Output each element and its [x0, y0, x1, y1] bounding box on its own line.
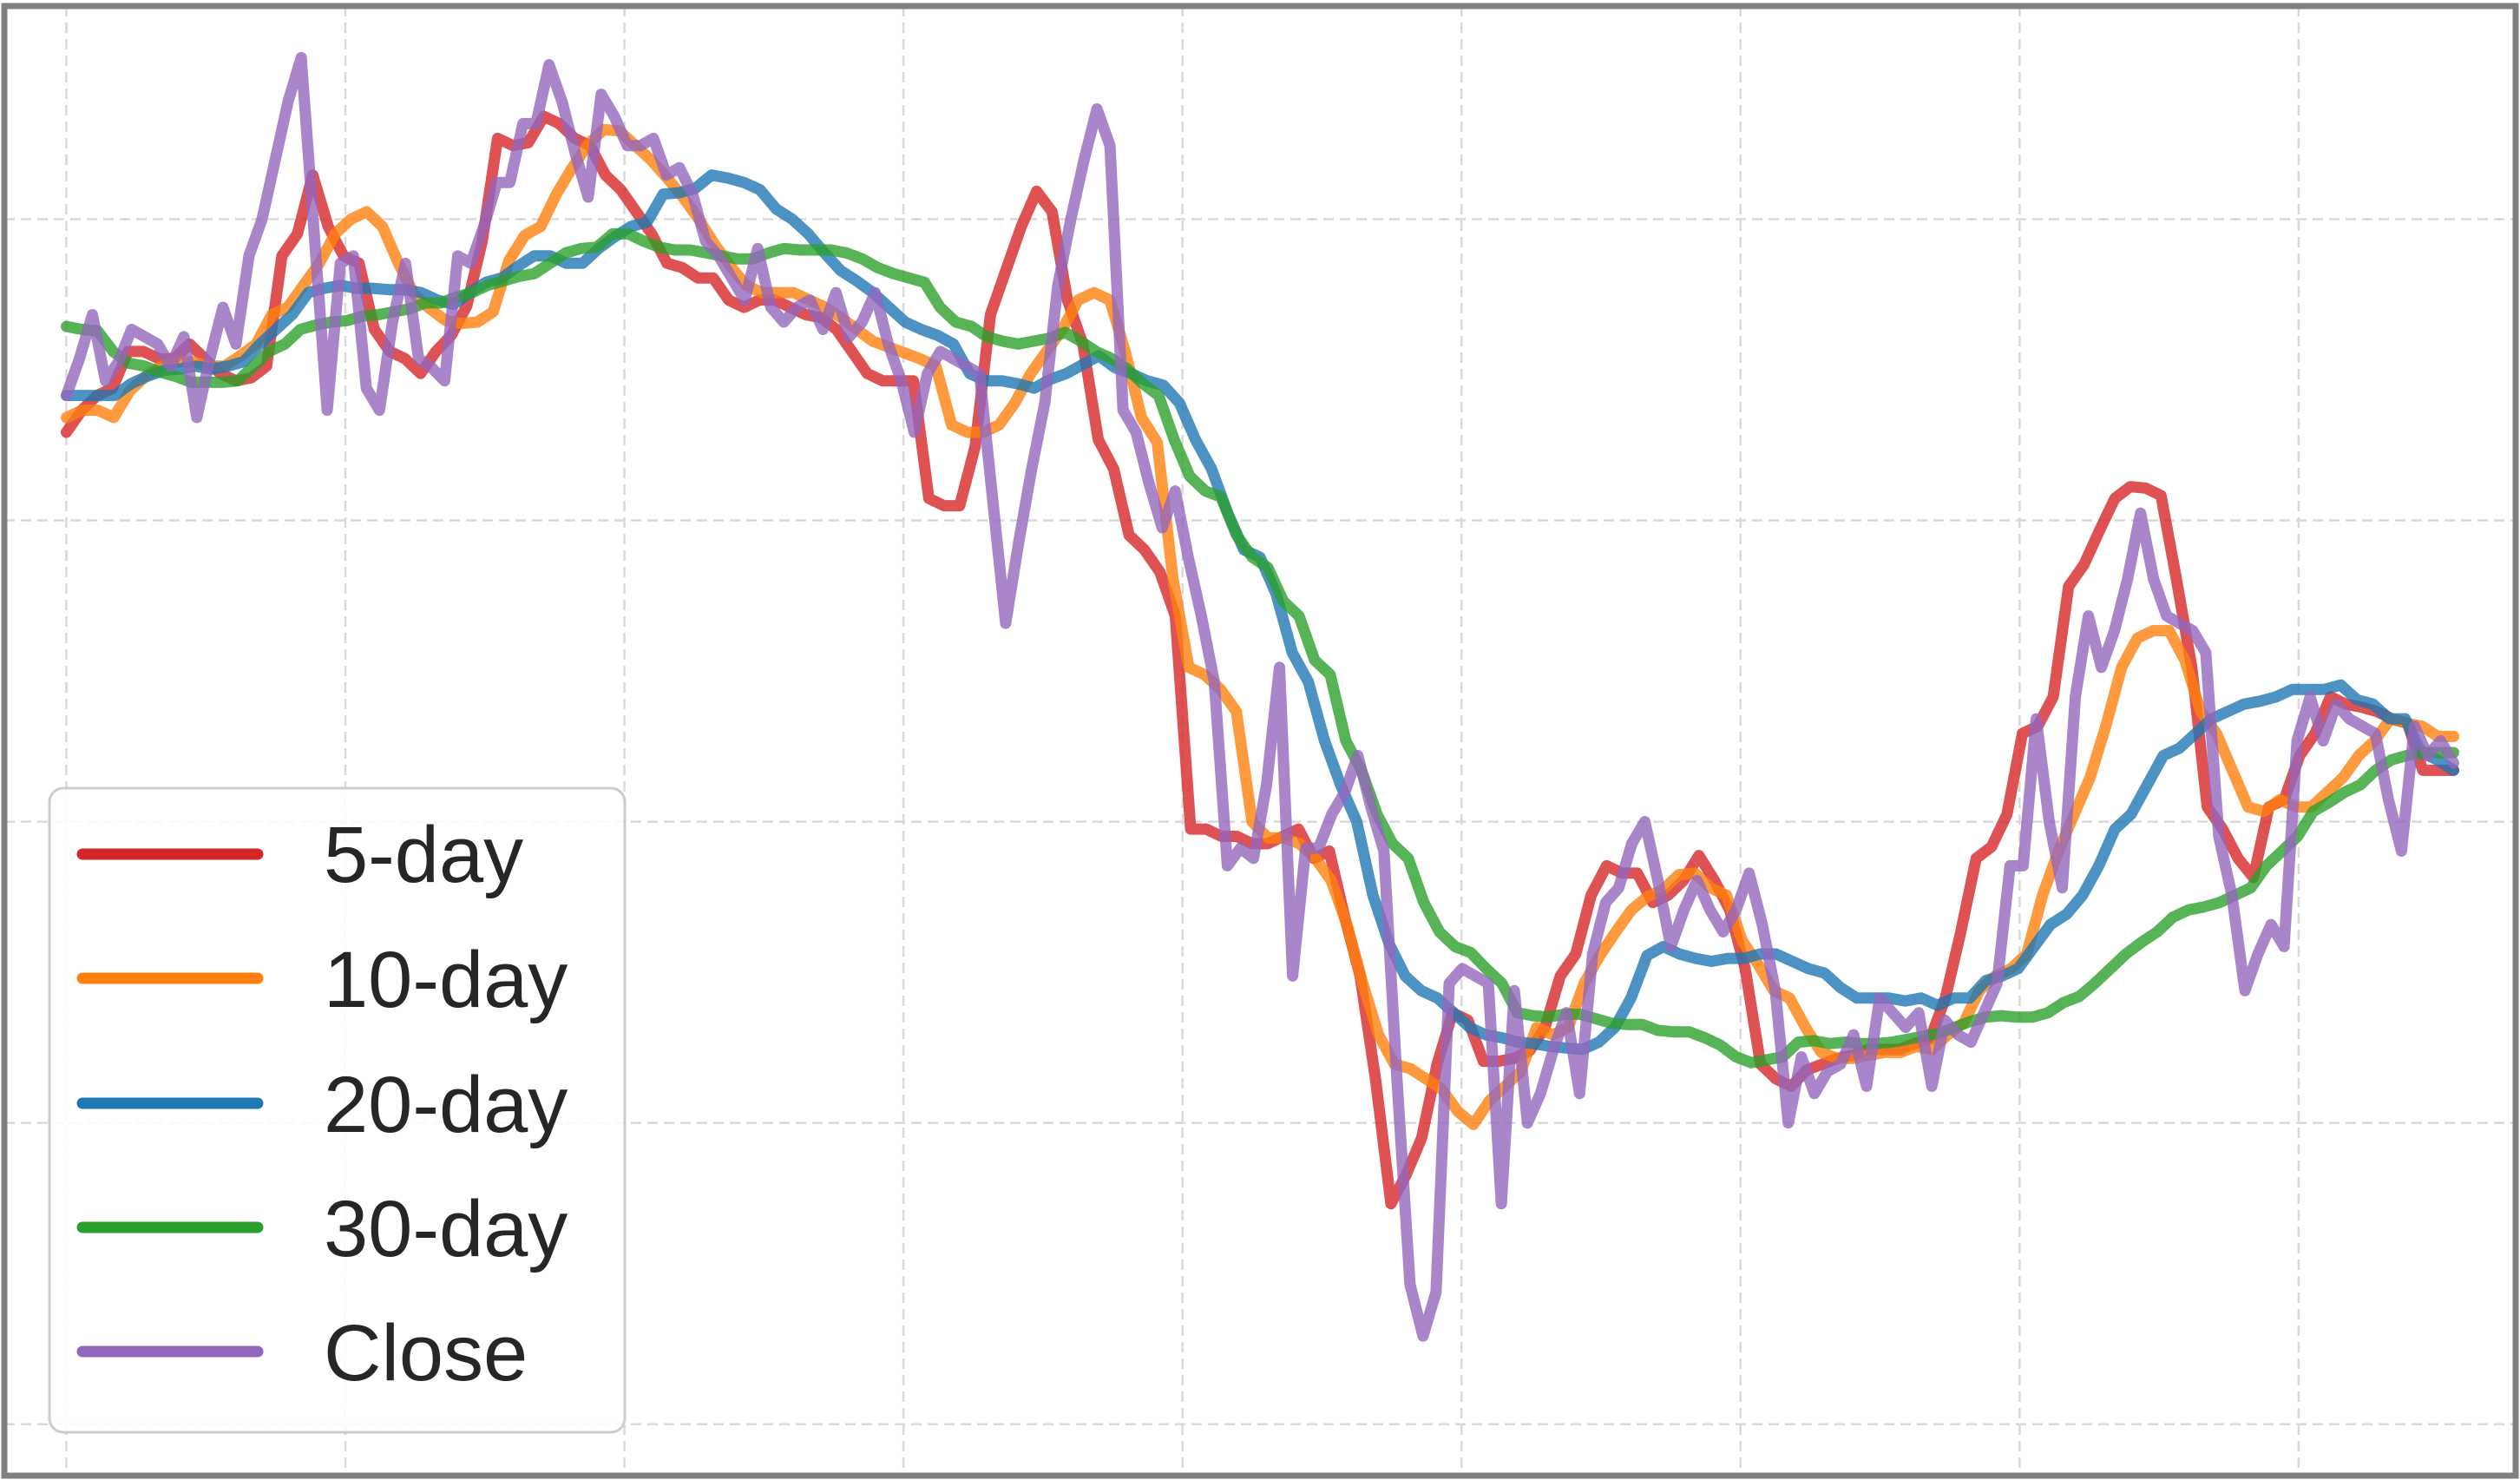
- legend-entry-5-day[interactable]: 5-day: [76, 811, 523, 899]
- legend-entry-20-day[interactable]: 20-day: [76, 1061, 568, 1149]
- legend-box: [48, 786, 627, 1434]
- legend-entry-10-day[interactable]: 10-day: [76, 936, 568, 1024]
- legend-label-close: Close: [324, 1309, 528, 1398]
- legend-label-5-day: 5-day: [324, 811, 523, 899]
- series-line-30-day: [61, 227, 2459, 1069]
- series-lines: [61, 51, 2459, 1342]
- legend: 5-day 10-day 20-day 30-day Close: [48, 786, 627, 1434]
- legend-label-20-day: 20-day: [324, 1061, 568, 1149]
- legend-entry-30-day[interactable]: 30-day: [76, 1185, 568, 1273]
- series-line-close: [61, 51, 2459, 1342]
- legend-entry-close[interactable]: Close: [76, 1309, 528, 1398]
- legend-label-30-day: 30-day: [324, 1185, 568, 1273]
- plot-frame: [1, 3, 2519, 1479]
- legend-label-10-day: 10-day: [324, 936, 568, 1024]
